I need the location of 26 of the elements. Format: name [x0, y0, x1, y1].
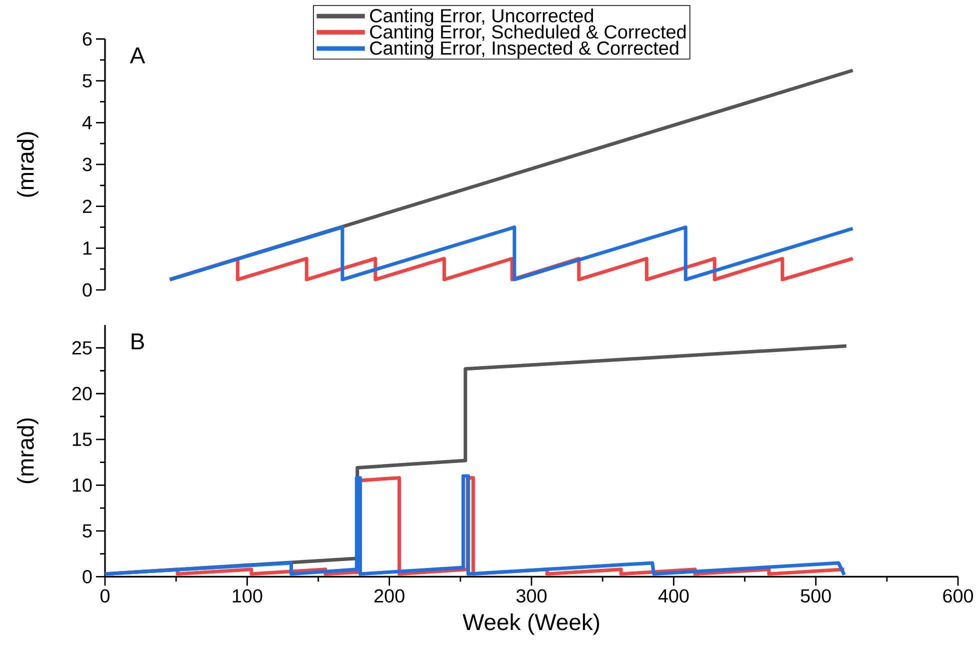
x-tick-label: 500: [800, 589, 831, 603]
y-tick-label: 2: [82, 200, 92, 213]
annotation: B: [132, 334, 144, 350]
y-tick-label: 3: [82, 158, 92, 172]
x-axis-title: Week (Week): [462, 613, 600, 635]
y-tick-label: 5: [82, 74, 92, 88]
y-axis-title: (mrad): [17, 418, 38, 484]
x-tick-label: 0: [100, 589, 110, 603]
x-tick-label: 600: [943, 589, 974, 603]
y-tick-label: 1: [83, 242, 92, 255]
x-tick-label: 100: [232, 589, 262, 603]
x-tick-label: 300: [516, 589, 547, 603]
x-tick-label: 200: [374, 589, 404, 603]
y-tick-label: 25: [72, 341, 92, 355]
y-tick-label: 4: [82, 116, 92, 130]
y-tick-label: 5: [82, 524, 92, 538]
y-tick-label: 15: [72, 432, 92, 446]
x-tick-label: 400: [658, 589, 689, 603]
legend-label: Canting Error, Inspected & Corrected: [370, 40, 678, 59]
y-tick-label: 0: [82, 570, 92, 584]
y-tick-label: 10: [72, 478, 92, 492]
y-tick-label: 0: [82, 283, 92, 297]
annotation: A: [130, 48, 146, 64]
y-tick-label: 20: [72, 386, 92, 400]
y-tick-label: 6: [82, 32, 92, 46]
y-axis-title: (mrad): [17, 132, 38, 197]
